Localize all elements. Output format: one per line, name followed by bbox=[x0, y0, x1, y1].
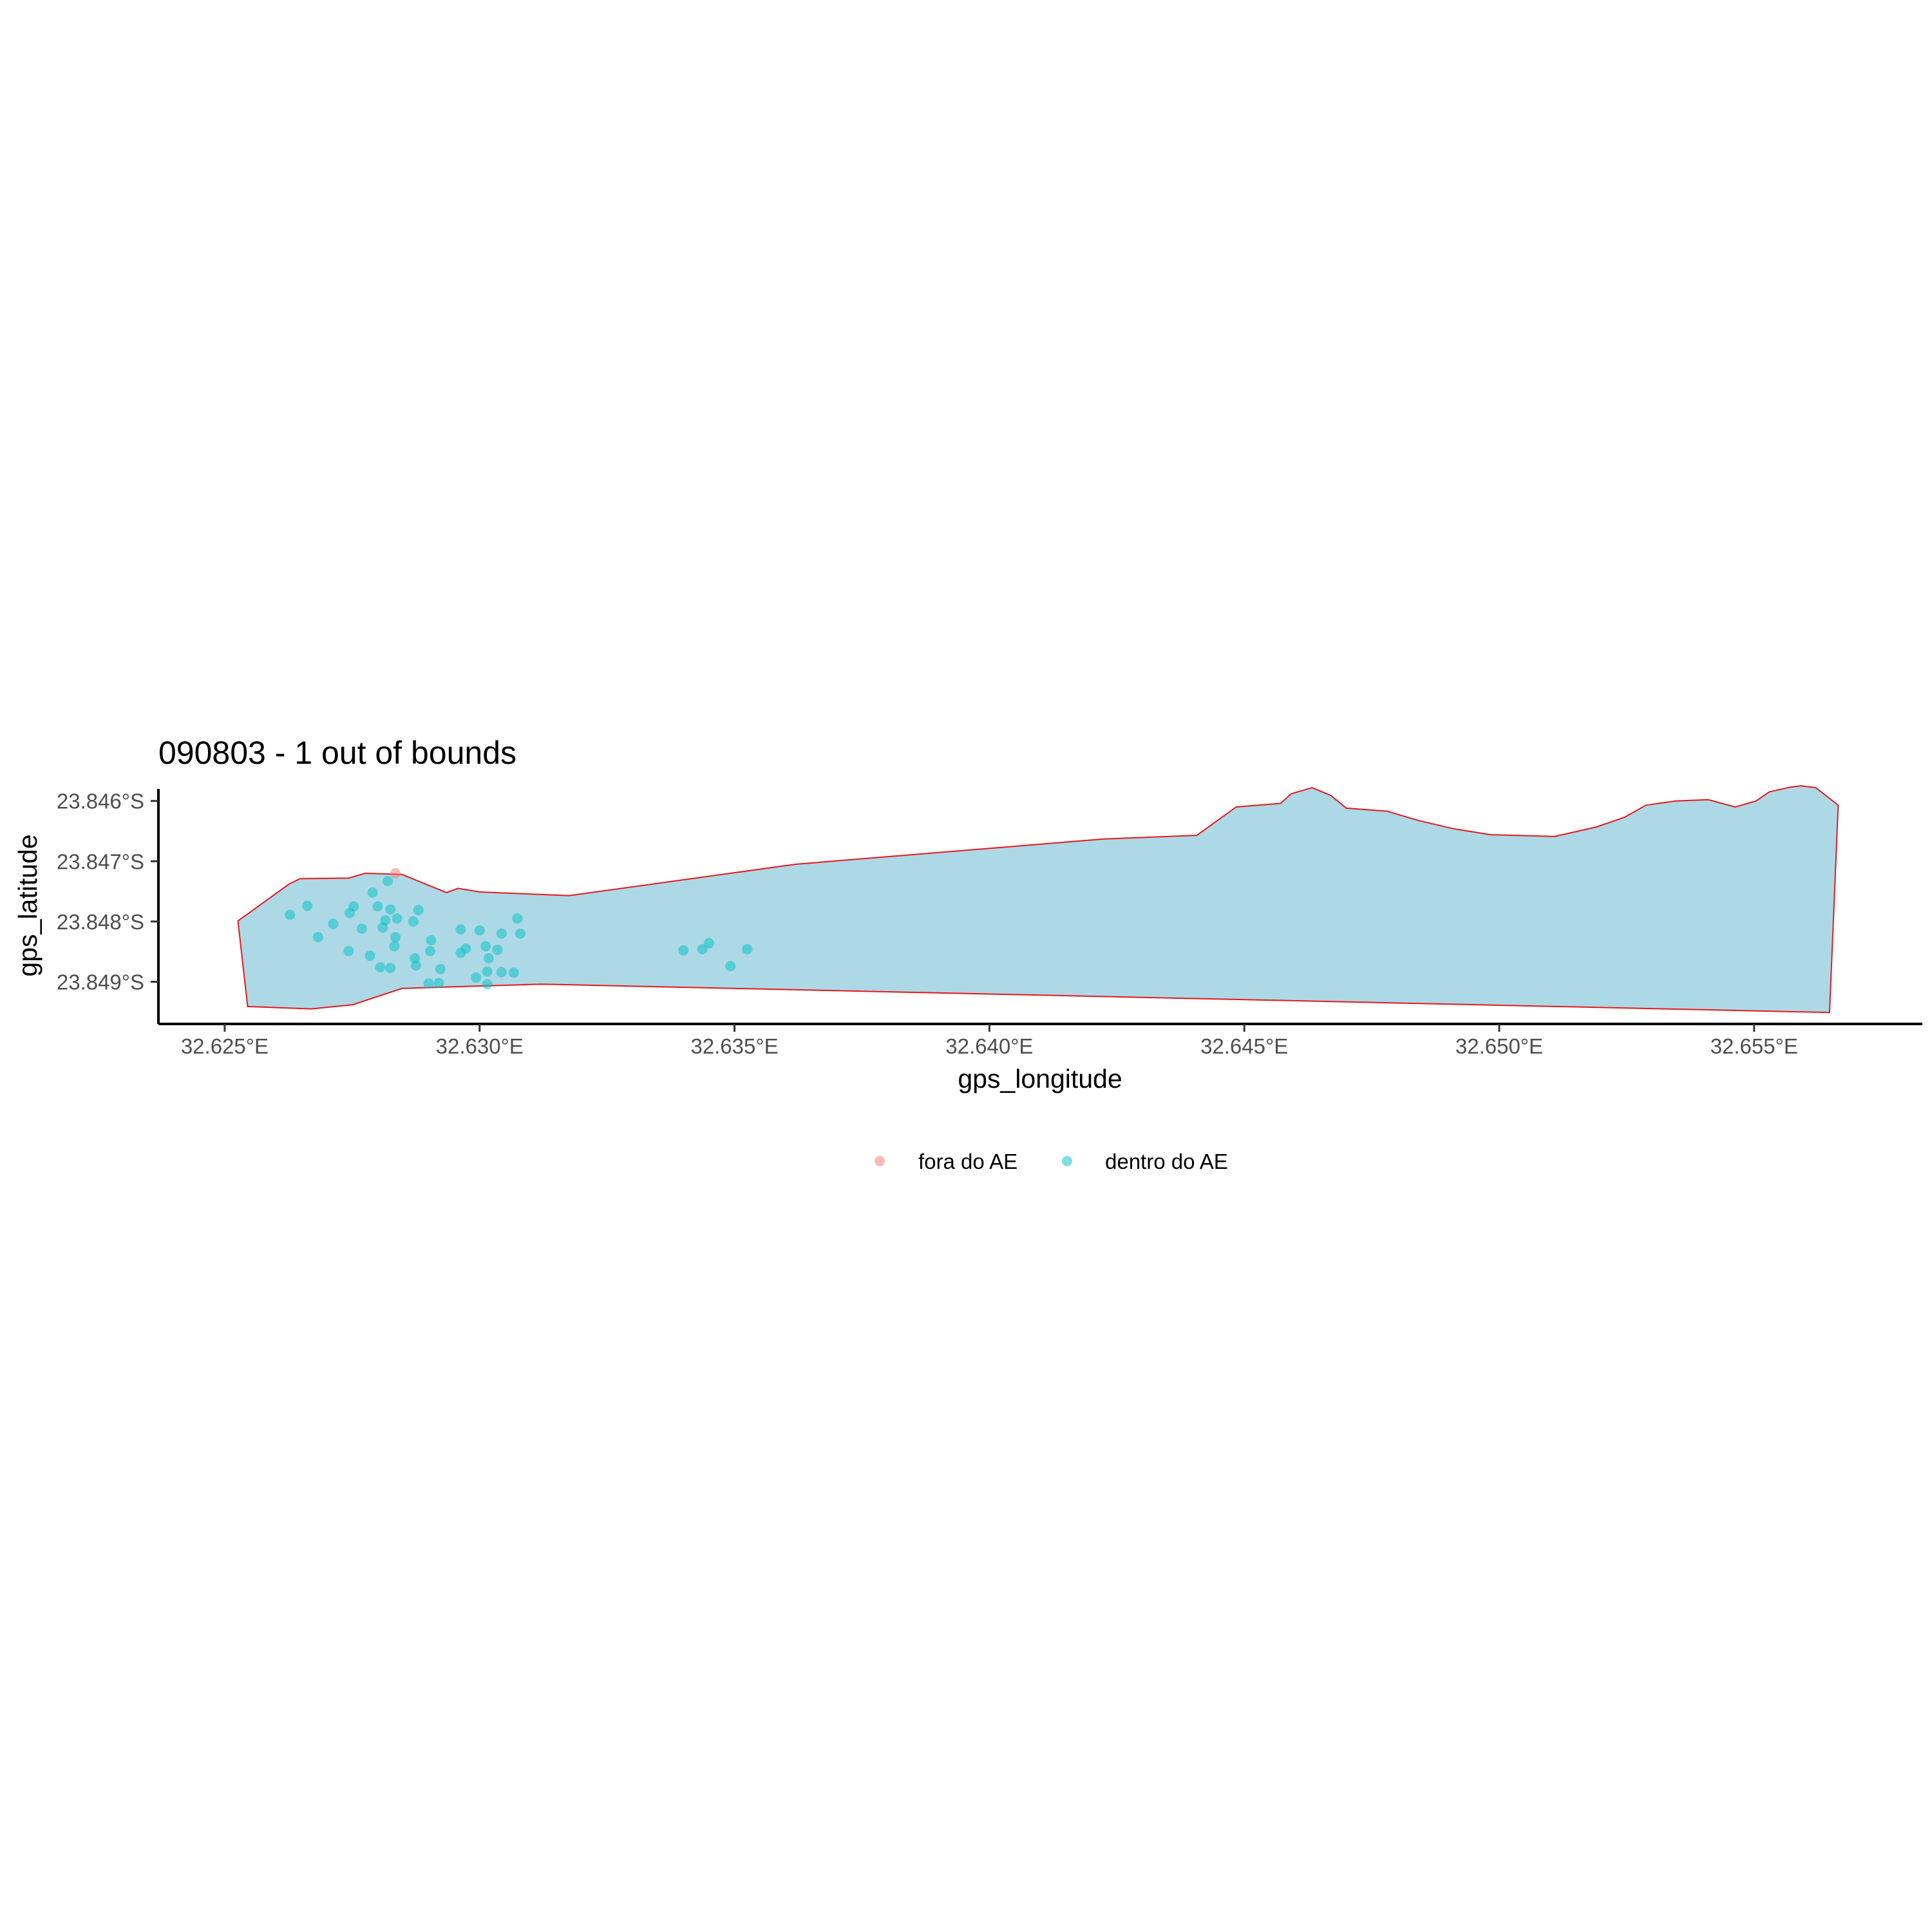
point-dentro-1 bbox=[302, 900, 313, 911]
point-dentro-41 bbox=[508, 967, 519, 978]
legend-key-dentro bbox=[1062, 1156, 1072, 1166]
points-layer bbox=[285, 868, 753, 990]
point-dentro-43 bbox=[515, 928, 526, 939]
point-dentro-12 bbox=[383, 876, 393, 887]
point-dentro-31 bbox=[460, 943, 471, 954]
x-tick-label: 32.650°E bbox=[1455, 1034, 1543, 1058]
x-tick-label: 32.630°E bbox=[436, 1034, 524, 1058]
x-tick-label: 32.640°E bbox=[945, 1034, 1033, 1058]
point-dentro-44 bbox=[678, 945, 689, 956]
point-dentro-37 bbox=[482, 979, 493, 990]
legend-label-dentro: dentro do AE bbox=[1105, 1150, 1228, 1173]
point-dentro-0 bbox=[285, 909, 296, 920]
point-dentro-15 bbox=[389, 941, 400, 952]
point-dentro-47 bbox=[725, 961, 736, 972]
y-tick-label: 23.848°S bbox=[57, 910, 144, 934]
point-dentro-24 bbox=[426, 934, 437, 945]
point-dentro-45 bbox=[697, 943, 708, 954]
point-dentro-2 bbox=[312, 932, 323, 943]
point-dentro-34 bbox=[480, 941, 491, 952]
point-dentro-48 bbox=[742, 943, 753, 954]
y-tick-label: 23.846°S bbox=[57, 790, 144, 813]
point-dentro-17 bbox=[413, 905, 424, 916]
chart-title: 090803 - 1 out of bounds bbox=[158, 735, 516, 771]
y-axis-ticks: 23.846°S 23.847°S 23.848°S 23.849°S bbox=[57, 790, 158, 994]
x-tick-label: 32.625°E bbox=[181, 1034, 269, 1058]
point-dentro-38 bbox=[492, 944, 503, 955]
point-dentro-19 bbox=[365, 951, 375, 961]
point-dentro-21 bbox=[385, 963, 396, 973]
point-dentro-3 bbox=[328, 918, 339, 929]
point-dentro-40 bbox=[496, 967, 507, 978]
point-dentro-20 bbox=[375, 962, 386, 972]
point-dentro-26 bbox=[423, 978, 434, 989]
x-tick-label: 32.655°E bbox=[1710, 1034, 1798, 1058]
point-dentro-10 bbox=[380, 915, 391, 925]
point-dentro-14 bbox=[390, 932, 401, 943]
y-tick-label: 23.847°S bbox=[57, 849, 144, 873]
point-dentro-11 bbox=[385, 904, 396, 915]
point-dentro-18 bbox=[343, 945, 354, 956]
point-dentro-5 bbox=[348, 901, 359, 912]
x-axis-title: gps_longitude bbox=[958, 1064, 1122, 1094]
point-dentro-27 bbox=[433, 978, 444, 989]
boundary-polygon bbox=[237, 785, 1839, 1014]
point-dentro-23 bbox=[410, 960, 421, 971]
x-axis-ticks: 32.625°E 32.630°E 32.635°E 32.640°E 32.645°E… bbox=[181, 1024, 1798, 1058]
y-axis-title: gps_latitude bbox=[13, 834, 43, 976]
plot-area bbox=[237, 785, 1839, 1014]
point-dentro-42 bbox=[512, 913, 523, 924]
point-dentro-28 bbox=[435, 963, 446, 974]
legend: fora do AE dentro do AE bbox=[875, 1150, 1228, 1173]
point-dentro-32 bbox=[471, 972, 482, 983]
point-dentro-8 bbox=[372, 901, 383, 912]
point-dentro-33 bbox=[474, 925, 485, 936]
point-dentro-6 bbox=[356, 923, 367, 934]
y-tick-label: 23.849°S bbox=[57, 970, 144, 994]
point-fora-0 bbox=[390, 868, 401, 878]
point-dentro-35 bbox=[484, 953, 494, 963]
x-tick-label: 32.645°E bbox=[1200, 1034, 1288, 1058]
point-dentro-29 bbox=[455, 924, 466, 935]
legend-key-fora bbox=[875, 1156, 885, 1166]
point-dentro-25 bbox=[424, 945, 435, 956]
point-dentro-7 bbox=[367, 887, 378, 898]
point-dentro-46 bbox=[703, 938, 714, 949]
point-dentro-36 bbox=[482, 966, 493, 977]
point-dentro-39 bbox=[496, 928, 507, 939]
point-dentro-13 bbox=[392, 913, 402, 924]
x-tick-label: 32.635°E bbox=[690, 1034, 778, 1058]
point-dentro-16 bbox=[408, 916, 419, 927]
legend-label-fora: fora do AE bbox=[918, 1150, 1018, 1173]
